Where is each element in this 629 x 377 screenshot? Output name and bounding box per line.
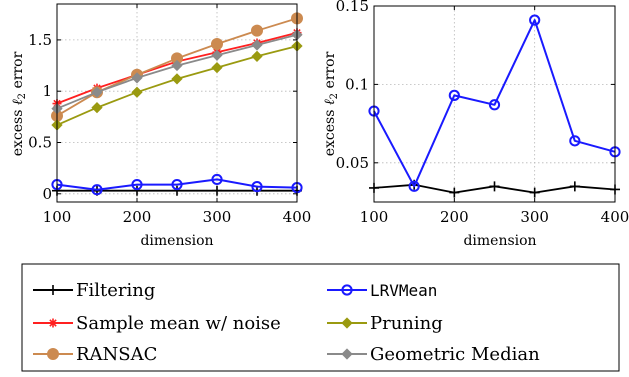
right-point-filtering <box>569 181 580 192</box>
right-y-tick-label: 0.1 <box>345 75 369 93</box>
legend-marker <box>341 284 353 296</box>
right-y-tick-label: 0.15 <box>336 0 369 15</box>
right-point-lrvmean <box>448 89 460 101</box>
right-series-lrvmean <box>368 14 621 192</box>
left-point-pruning <box>91 101 103 114</box>
right-point-lrvmean <box>569 135 581 147</box>
right-point-filtering <box>489 181 500 192</box>
legend-label: Geometric Median <box>370 344 540 365</box>
left-point-pruning <box>171 73 183 85</box>
left-point-pruning <box>251 50 263 62</box>
right-point-lrvmean <box>529 14 541 26</box>
legend-entry-pruning: Pruning <box>327 313 443 334</box>
left-point-geometric-median <box>91 86 103 98</box>
legend-label: Filtering <box>76 280 155 301</box>
left-x-tick-label: 400 <box>283 208 312 226</box>
right-chart: 100 200 300 400 0.05 0.1 0.15 dimension excess… <box>322 0 629 249</box>
left-x-tick-label: 200 <box>123 208 152 226</box>
left-point-pruning <box>131 86 143 98</box>
legend-entry-sample-mean-w-noise: Sample mean w/ noise <box>33 313 281 334</box>
left-point-pruning <box>211 61 223 74</box>
right-y-axis-label: excess ℓ2 error <box>322 51 340 156</box>
legend-entry-lrvmean: LRVMean <box>327 281 437 300</box>
legend-label: Pruning <box>370 313 443 334</box>
left-y-tick-label: 0.5 <box>28 133 52 151</box>
legend-entry-filtering: Filtering <box>33 280 155 301</box>
left-point-ransac <box>251 24 263 37</box>
left-point-lrvmean <box>131 178 143 191</box>
left-x-tick-label: 100 <box>43 208 72 226</box>
right-x-tick-label: 100 <box>360 208 389 226</box>
left-point-filtering <box>132 185 142 196</box>
right-plot-frame <box>373 5 616 203</box>
legend-label: RANSAC <box>76 344 157 365</box>
left-point-geometric-median <box>131 72 143 84</box>
left-point-ransac <box>211 38 223 51</box>
right-series-line-lrvmean <box>373 19 616 188</box>
right-point-filtering <box>449 187 460 198</box>
left-point-filtering <box>172 185 182 196</box>
left-x-tick-label: 300 <box>203 208 232 226</box>
legend-marker <box>48 285 58 295</box>
right-x-tick-label: 300 <box>520 208 549 226</box>
left-y-axis-label: excess ℓ2 error <box>10 51 28 156</box>
legend-marker <box>341 317 353 329</box>
left-point-geometric-median <box>251 39 263 51</box>
legend: Filtering LRVMean Sample mean w/ noise Prun… <box>21 263 620 372</box>
right-point-lrvmean <box>408 180 420 192</box>
legend-marker <box>341 348 353 360</box>
left-point-geometric-median <box>211 49 223 61</box>
left-series-geometric-median <box>51 29 303 115</box>
legend-entry-geometric-median: Geometric Median <box>327 344 540 365</box>
right-x-tick-label: 400 <box>601 208 629 226</box>
legend-label: Sample mean w/ noise <box>76 313 281 334</box>
right-point-filtering <box>529 187 540 198</box>
left-chart: 100 200 300 400 0 0.5 1 1.5 dimension excess ℓ2… <box>10 3 312 249</box>
left-point-filtering <box>212 185 222 196</box>
right-y-tick-label: 0.05 <box>336 154 369 172</box>
right-x-axis-label: dimension <box>463 233 536 249</box>
left-x-axis-label: dimension <box>140 233 213 249</box>
left-y-tick-label: 1.5 <box>28 31 52 49</box>
right-point-lrvmean <box>488 99 501 111</box>
right-series-filtering <box>369 179 620 198</box>
left-y-tick-label: 1 <box>42 82 52 100</box>
left-y-tick-label: 0 <box>42 185 52 203</box>
left-point-lrvmean <box>171 178 183 191</box>
left-series-line-lrvmean <box>56 178 298 191</box>
legend-box <box>21 263 620 372</box>
left-point-geometric-median <box>171 59 183 72</box>
legend-marker <box>48 318 58 328</box>
left-point-lrvmean <box>211 173 223 186</box>
left-plot-frame <box>56 3 298 203</box>
legend-entry-ransac: RANSAC <box>33 344 157 365</box>
legend-label: LRVMean <box>370 281 437 300</box>
left-point-lrvmean <box>91 184 103 196</box>
right-x-tick-label: 200 <box>440 208 469 226</box>
left-point-lrvmean <box>251 181 263 193</box>
legend-marker <box>47 348 59 360</box>
